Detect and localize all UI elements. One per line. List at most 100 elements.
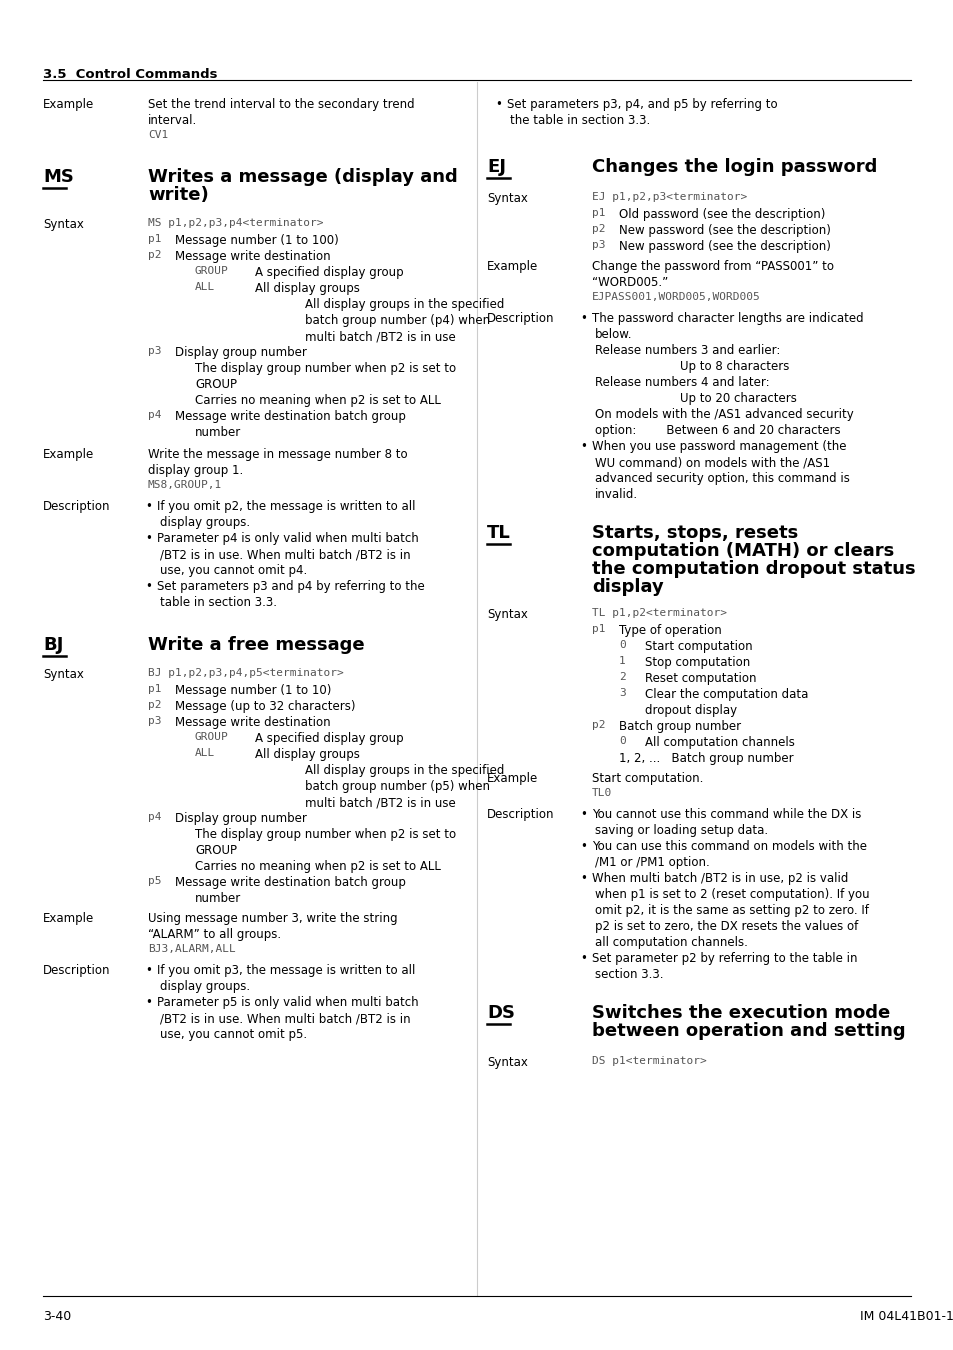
Text: p3: p3 [148,346,161,356]
Text: Carries no meaning when p2 is set to ALL: Carries no meaning when p2 is set to ALL [194,860,440,873]
Text: batch group number (p4) when: batch group number (p4) when [305,315,490,327]
Text: When multi batch /BT2 is in use, p2 is valid: When multi batch /BT2 is in use, p2 is v… [592,872,847,886]
Text: /BT2 is in use. When multi batch /BT2 is in: /BT2 is in use. When multi batch /BT2 is… [160,548,410,562]
Text: Syntax: Syntax [486,608,527,621]
Text: Example: Example [486,772,537,784]
Text: When you use password management (the: When you use password management (the [592,440,845,454]
Text: Message (up to 32 characters): Message (up to 32 characters) [174,701,355,713]
Text: All display groups in the specified: All display groups in the specified [305,298,504,311]
Text: option:        Between 6 and 20 characters: option: Between 6 and 20 characters [595,424,840,437]
Text: p4: p4 [148,410,161,420]
Text: Set parameter p2 by referring to the table in: Set parameter p2 by referring to the tab… [592,952,857,965]
Text: Description: Description [43,964,111,977]
Text: section 3.3.: section 3.3. [595,968,662,981]
Text: Clear the computation data: Clear the computation data [644,688,807,701]
Text: MS: MS [43,167,73,186]
Text: when p1 is set to 2 (reset computation). If you: when p1 is set to 2 (reset computation).… [595,888,869,900]
Text: GROUP: GROUP [194,732,229,742]
Text: 2: 2 [618,672,625,682]
Text: Start computation.: Start computation. [592,772,702,784]
Text: Message write destination: Message write destination [174,250,331,263]
Text: •: • [145,964,152,977]
Text: Syntax: Syntax [43,217,84,231]
Text: p2: p2 [148,250,161,261]
Text: Example: Example [43,448,94,460]
Text: p4: p4 [148,811,161,822]
Text: /BT2 is in use. When multi batch /BT2 is in: /BT2 is in use. When multi batch /BT2 is… [160,1012,410,1025]
Text: •: • [495,99,501,111]
Text: Set the trend interval to the secondary trend: Set the trend interval to the secondary … [148,99,415,111]
Text: IM 04L41B01-17E: IM 04L41B01-17E [859,1310,953,1323]
Text: The display group number when p2 is set to: The display group number when p2 is set … [194,362,456,375]
Text: number: number [194,892,241,904]
Text: Release numbers 3 and earlier:: Release numbers 3 and earlier: [595,344,780,356]
Text: the table in section 3.3.: the table in section 3.3. [510,113,650,127]
Text: BJ: BJ [43,636,63,653]
Text: multi batch /BT2 is in use: multi batch /BT2 is in use [305,796,456,809]
Text: Reset computation: Reset computation [644,672,756,684]
Text: GROUP: GROUP [194,378,236,392]
Text: •: • [579,312,586,325]
Text: Message number (1 to 10): Message number (1 to 10) [174,684,331,697]
Text: interval.: interval. [148,113,197,127]
Text: invalid.: invalid. [595,487,638,501]
Text: p1: p1 [148,234,161,244]
Text: Change the password from “PASS001” to: Change the password from “PASS001” to [592,261,833,273]
Text: MS p1,p2,p3,p4<terminator>: MS p1,p2,p3,p4<terminator> [148,217,323,228]
Text: 3: 3 [618,688,625,698]
Text: multi batch /BT2 is in use: multi batch /BT2 is in use [305,329,456,343]
Text: •: • [145,580,152,593]
Text: Writes a message (display and: Writes a message (display and [148,167,457,186]
Text: below.: below. [595,328,632,342]
Text: On models with the /AS1 advanced security: On models with the /AS1 advanced securit… [595,408,853,421]
Text: p5: p5 [148,876,161,886]
Text: display groups.: display groups. [160,516,250,529]
Text: Old password (see the description): Old password (see the description) [618,208,824,221]
Text: Stop computation: Stop computation [644,656,749,670]
Text: EJ: EJ [486,158,505,176]
Text: Description: Description [486,312,554,325]
Text: batch group number (p5) when: batch group number (p5) when [305,780,490,792]
Text: Syntax: Syntax [43,668,84,680]
Text: p3: p3 [592,240,605,250]
Text: 3.5  Control Commands: 3.5 Control Commands [43,68,217,81]
Text: •: • [579,840,586,853]
Text: Set parameters p3 and p4 by referring to the: Set parameters p3 and p4 by referring to… [157,580,424,593]
Text: between operation and setting: between operation and setting [592,1022,904,1040]
Text: computation (MATH) or clears: computation (MATH) or clears [592,541,893,560]
Text: p2 is set to zero, the DX resets the values of: p2 is set to zero, the DX resets the val… [595,919,858,933]
Text: display: display [592,578,663,595]
Text: EJ p1,p2,p3<terminator>: EJ p1,p2,p3<terminator> [592,192,746,202]
Text: The display group number when p2 is set to: The display group number when p2 is set … [194,828,456,841]
Text: p3: p3 [148,716,161,726]
Text: You can use this command on models with the: You can use this command on models with … [592,840,866,853]
Text: EJPASS001,WORD005,WORD005: EJPASS001,WORD005,WORD005 [592,292,760,302]
Text: •: • [579,952,586,965]
Text: use, you cannot omit p4.: use, you cannot omit p4. [160,564,307,576]
Text: All computation channels: All computation channels [644,736,794,749]
Text: all computation channels.: all computation channels. [595,936,747,949]
Text: If you omit p2, the message is written to all: If you omit p2, the message is written t… [157,500,416,513]
Text: dropout display: dropout display [644,703,737,717]
Text: GROUP: GROUP [194,844,236,857]
Text: Message number (1 to 100): Message number (1 to 100) [174,234,338,247]
Text: Syntax: Syntax [486,192,527,205]
Text: New password (see the description): New password (see the description) [618,240,830,252]
Text: Description: Description [43,500,111,513]
Text: Parameter p5 is only valid when multi batch: Parameter p5 is only valid when multi ba… [157,996,418,1008]
Text: Write a free message: Write a free message [148,636,364,653]
Text: TL: TL [486,524,510,541]
Text: 0: 0 [618,736,625,747]
Text: The password character lengths are indicated: The password character lengths are indic… [592,312,862,325]
Text: A specified display group: A specified display group [254,732,403,745]
Text: WU command) on models with the /AS1: WU command) on models with the /AS1 [595,456,829,468]
Text: number: number [194,427,241,439]
Text: Description: Description [486,809,554,821]
Text: •: • [579,872,586,886]
Text: DS: DS [486,1004,515,1022]
Text: Switches the execution mode: Switches the execution mode [592,1004,889,1022]
Text: p1: p1 [148,684,161,694]
Text: •: • [145,532,152,545]
Text: •: • [579,809,586,821]
Text: Up to 20 characters: Up to 20 characters [679,392,796,405]
